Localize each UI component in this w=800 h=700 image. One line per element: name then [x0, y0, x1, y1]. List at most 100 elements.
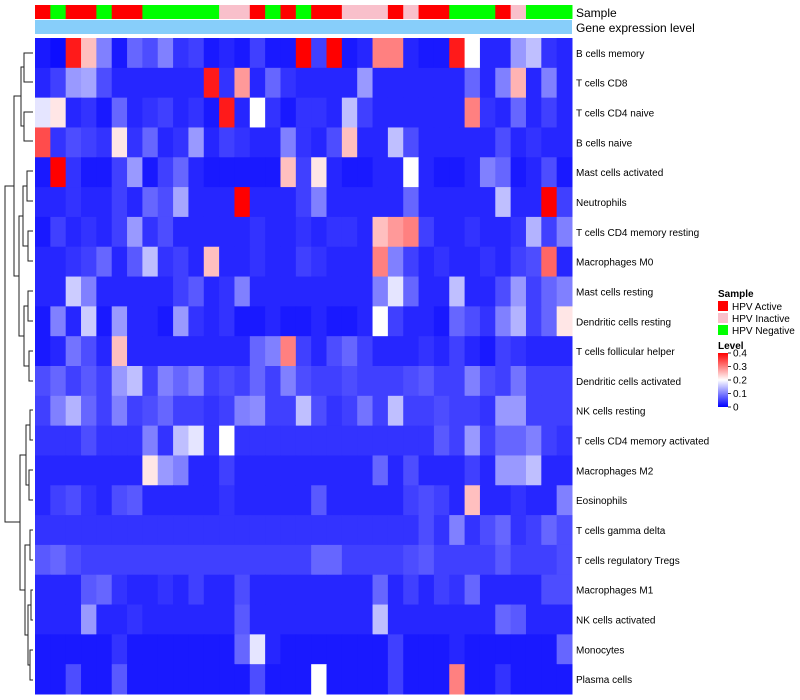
heatmap-cell [433, 306, 450, 337]
heatmap-cell [81, 97, 97, 128]
heatmap-cell [464, 574, 481, 606]
heatmap-cell [65, 127, 82, 158]
heatmap-cell [219, 574, 235, 606]
heatmap-cell [311, 157, 328, 188]
heatmap-cell [311, 395, 328, 427]
heatmap-cell [418, 544, 435, 576]
heatmap-cell [173, 634, 189, 665]
heatmap-cell [295, 366, 312, 397]
heatmap-cell [96, 574, 113, 606]
heatmap-cell [418, 187, 435, 218]
heatmap-cell [203, 485, 220, 516]
heatmap-cell [127, 544, 143, 576]
heatmap-cell [433, 187, 450, 218]
heatmap-cell [433, 276, 450, 307]
row-dendrogram [4, 52, 33, 681]
heatmap-cell [188, 366, 205, 397]
heatmap-cell [449, 276, 466, 307]
heatmap-cell [219, 515, 235, 546]
heatmap-cell [249, 515, 266, 546]
heatmap-cell [173, 544, 189, 576]
heatmap-cell [525, 634, 542, 665]
heatmap-cell [96, 67, 113, 99]
heatmap-cell [541, 127, 558, 158]
heatmap-cell [203, 425, 220, 456]
heatmap-cell [433, 127, 450, 158]
heatmap-cell [341, 157, 358, 188]
heatmap-cell [249, 425, 266, 456]
heatmap-cell [203, 395, 220, 427]
heatmap-cell [311, 97, 328, 128]
heatmap-cell [50, 216, 67, 248]
heatmap-cell [525, 216, 542, 248]
heatmap-cell [280, 455, 297, 486]
heatmap-cell [50, 664, 67, 695]
sample-cell [433, 5, 450, 19]
heatmap-cell [157, 544, 174, 576]
heatmap-cell [111, 425, 128, 456]
heatmap-cell [387, 664, 404, 695]
heatmap-cell [265, 306, 281, 337]
heatmap-cell [35, 664, 51, 695]
sample-cell [203, 5, 220, 19]
heatmap-cell [464, 515, 481, 546]
heatmap-cell [173, 246, 189, 278]
heatmap-cell [326, 157, 343, 188]
heatmap-cell [50, 604, 67, 635]
heatmap-cell [449, 127, 466, 158]
heatmap-cell [541, 187, 558, 218]
heatmap-cell [357, 216, 374, 248]
heatmap-cell [433, 38, 450, 69]
heatmap-cell [96, 336, 113, 367]
level-tick-label: 0.2 [733, 376, 747, 387]
heatmap-cell [495, 157, 512, 188]
heatmap-cell [249, 306, 266, 337]
heatmap-cell [280, 604, 297, 635]
heatmap-cell [525, 187, 542, 218]
heatmap-cell [111, 306, 128, 337]
heatmap-cell [510, 306, 527, 337]
heatmap-cell [464, 604, 481, 635]
heatmap-cell [326, 276, 343, 307]
heatmap-cell [311, 276, 328, 307]
heatmap-cell [111, 664, 128, 695]
heatmap-cell [525, 97, 542, 128]
heatmap-cell [127, 127, 143, 158]
heatmap-cell [311, 485, 328, 516]
heatmap-cell [35, 216, 51, 248]
heatmap-cell [81, 276, 97, 307]
row-label: T cells CD4 memory resting [576, 228, 699, 239]
heatmap-cell [111, 67, 128, 99]
heatmap-cell [234, 425, 251, 456]
heatmap-cell [556, 395, 573, 427]
heatmap-cell [111, 276, 128, 307]
heatmap-cell [556, 127, 573, 158]
heatmap-cell [495, 127, 512, 158]
heatmap-cell [464, 216, 481, 248]
heatmap-cell [173, 127, 189, 158]
heatmap-cell [249, 604, 266, 635]
row-label: Plasma cells [576, 675, 632, 686]
heatmap-cell [357, 127, 374, 158]
heatmap-cell [295, 634, 312, 665]
heatmap-cell [50, 395, 67, 427]
heatmap-cell [127, 366, 143, 397]
heatmap-cell [341, 336, 358, 367]
heatmap-cell [341, 97, 358, 128]
heatmap-cell [219, 455, 235, 486]
heatmap-cell [387, 574, 404, 606]
heatmap-cell [65, 455, 82, 486]
heatmap-cell [525, 395, 542, 427]
heatmap-cell [111, 544, 128, 576]
level-tick-label: 0.1 [733, 389, 747, 400]
heatmap-cell [556, 366, 573, 397]
heatmap-cell [249, 336, 266, 367]
heatmap-cell [127, 157, 143, 188]
heatmap-cell [111, 604, 128, 635]
heatmap-cell [433, 515, 450, 546]
heatmap-cell [357, 455, 374, 486]
heatmap-cell [449, 634, 466, 665]
heatmap-cell [341, 604, 358, 635]
heatmap-cell [326, 336, 343, 367]
heatmap-cell [311, 604, 328, 635]
